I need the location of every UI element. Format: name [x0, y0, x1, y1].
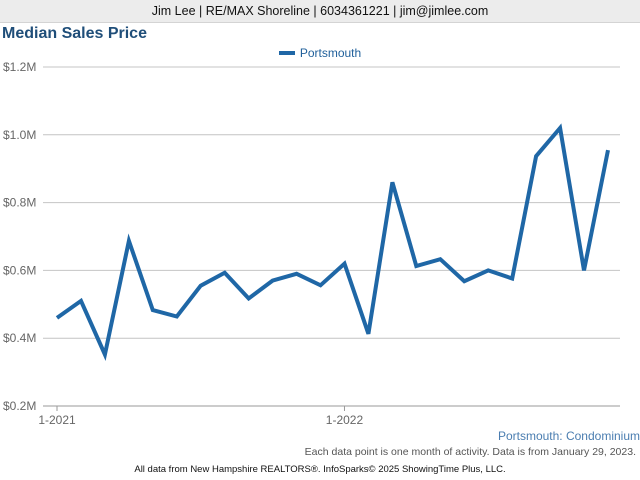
legend-label-portsmouth: Portsmouth: [299, 46, 362, 60]
x-tick-label: 1-2021: [38, 413, 76, 427]
y-tick-label: $0.6M: [3, 263, 36, 277]
y-tick-label: $0.4M: [3, 331, 36, 345]
y-tick-label: $1.0M: [3, 128, 36, 142]
contact-header: Jim Lee | RE/MAX Shoreline | 6034361221 …: [0, 0, 640, 23]
chart-subtitle: Portsmouth: Condominium: [497, 429, 640, 443]
series-line-portsmouth: [55, 123, 610, 361]
chart-title: Median Sales Price: [2, 25, 147, 42]
footer-credit: All data from New Hampshire REALTORS®. I…: [134, 464, 506, 475]
chart-legend[interactable]: Portsmouth: [0, 46, 640, 60]
y-tick-label: $0.2M: [3, 399, 36, 413]
contact-text: Jim Lee | RE/MAX Shoreline | 6034361221 …: [151, 4, 489, 18]
y-tick-label: $0.8M: [3, 196, 36, 210]
legend-swatch: [278, 50, 295, 55]
data-note: Each data point is one month of activity…: [304, 446, 636, 458]
y-tick-label: $1.2M: [3, 60, 36, 74]
x-tick-label: 1-2022: [326, 413, 364, 427]
